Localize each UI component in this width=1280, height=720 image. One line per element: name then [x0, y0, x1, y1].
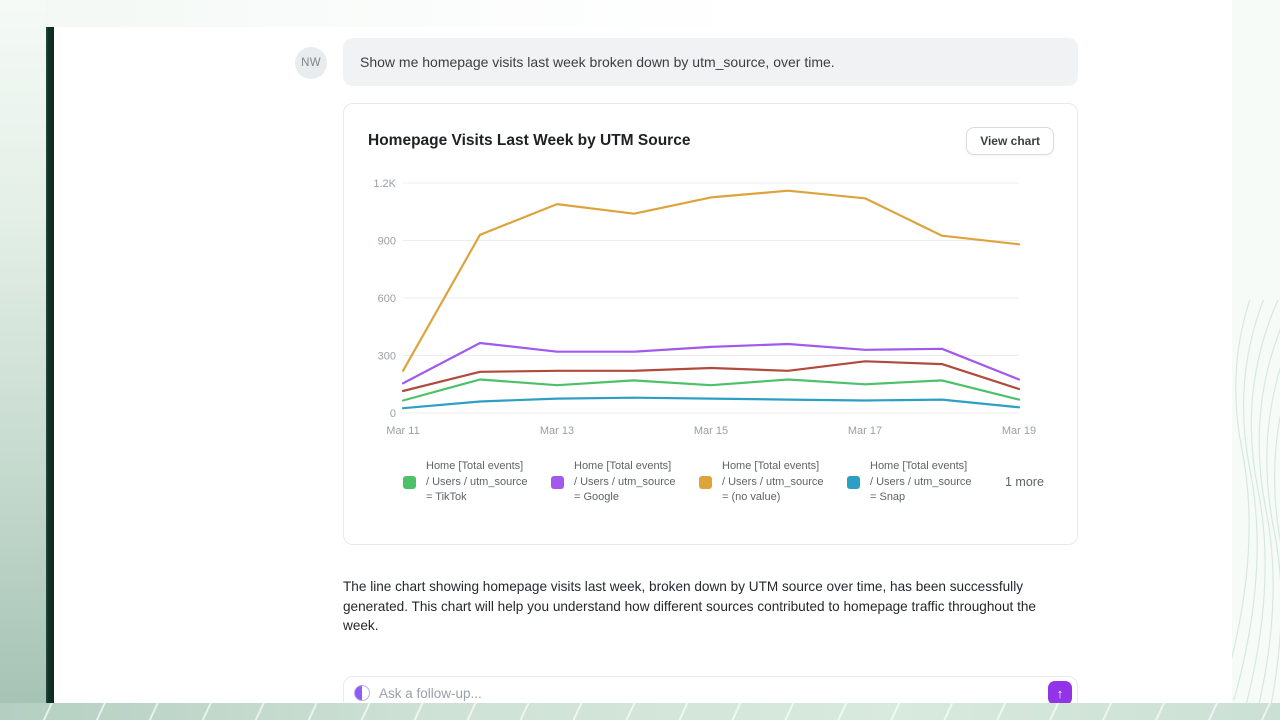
legend-swatch [551, 475, 564, 489]
user-message-text: Show me homepage visits last week broken… [360, 54, 835, 70]
legend-swatch [699, 475, 712, 489]
left-dark-bar [46, 27, 54, 703]
top-strip [0, 0, 1280, 27]
legend-item[interactable]: Home [Total events] / Users / utm_source… [403, 459, 551, 506]
user-avatar: NW [295, 47, 327, 79]
legend-label: Home [Total events] / Users / utm_source… [426, 460, 528, 503]
legend-item[interactable]: Home [Total events] / Users / utm_source… [699, 459, 847, 506]
line-chart: 0 300 600 900 1.2K Mar 11 Mar 13 Mar 15 Mar 17 Ma… [373, 178, 1036, 437]
legend-items: Home [Total events] / Users / utm_source… [403, 459, 995, 506]
svg-text:900: 900 [378, 236, 396, 248]
svg-text:0: 0 [390, 408, 396, 420]
left-gradient-strip [0, 0, 46, 720]
legend-item[interactable]: Home [Total events] / Users / utm_source… [847, 459, 995, 506]
legend-label: Home [Total events] / Users / utm_source… [722, 460, 824, 503]
bottom-texture-strip [0, 703, 1280, 720]
legend-swatch [403, 475, 416, 489]
svg-text:600: 600 [378, 293, 396, 305]
svg-text:Mar 13: Mar 13 [540, 425, 574, 437]
legend-label: Home [Total events] / Users / utm_source… [870, 460, 972, 503]
legend-item[interactable]: Home [Total events] / Users / utm_source… [551, 459, 699, 506]
followup-input[interactable] [379, 685, 1048, 701]
followup-composer: ↑ [343, 676, 1078, 710]
svg-text:300: 300 [378, 351, 396, 363]
svg-text:Mar 19: Mar 19 [1002, 425, 1036, 437]
svg-text:Mar 11: Mar 11 [386, 425, 419, 437]
legend-label: Home [Total events] / Users / utm_source… [574, 460, 676, 503]
svg-text:1.2K: 1.2K [373, 178, 396, 190]
chart-title: Homepage Visits Last Week by UTM Source [368, 132, 691, 149]
user-message-bubble: Show me homepage visits last week broken… [343, 38, 1078, 86]
view-chart-button[interactable]: View chart [966, 127, 1054, 155]
assistant-summary: The line chart showing homepage visits l… [343, 579, 1036, 634]
send-button[interactable]: ↑ [1048, 681, 1072, 705]
chart-card: Homepage Visits Last Week by UTM Source … [343, 103, 1078, 545]
arrow-up-icon: ↑ [1056, 685, 1064, 701]
half-circle-icon [354, 685, 370, 701]
svg-text:Mar 15: Mar 15 [694, 425, 728, 437]
chart-legend: Home [Total events] / Users / utm_source… [403, 459, 1063, 506]
contour-pattern [1232, 300, 1280, 720]
svg-text:Mar 17: Mar 17 [848, 425, 882, 437]
right-contour-strip [1232, 0, 1280, 720]
legend-overflow[interactable]: 1 more [1005, 475, 1044, 490]
legend-swatch [847, 475, 860, 489]
